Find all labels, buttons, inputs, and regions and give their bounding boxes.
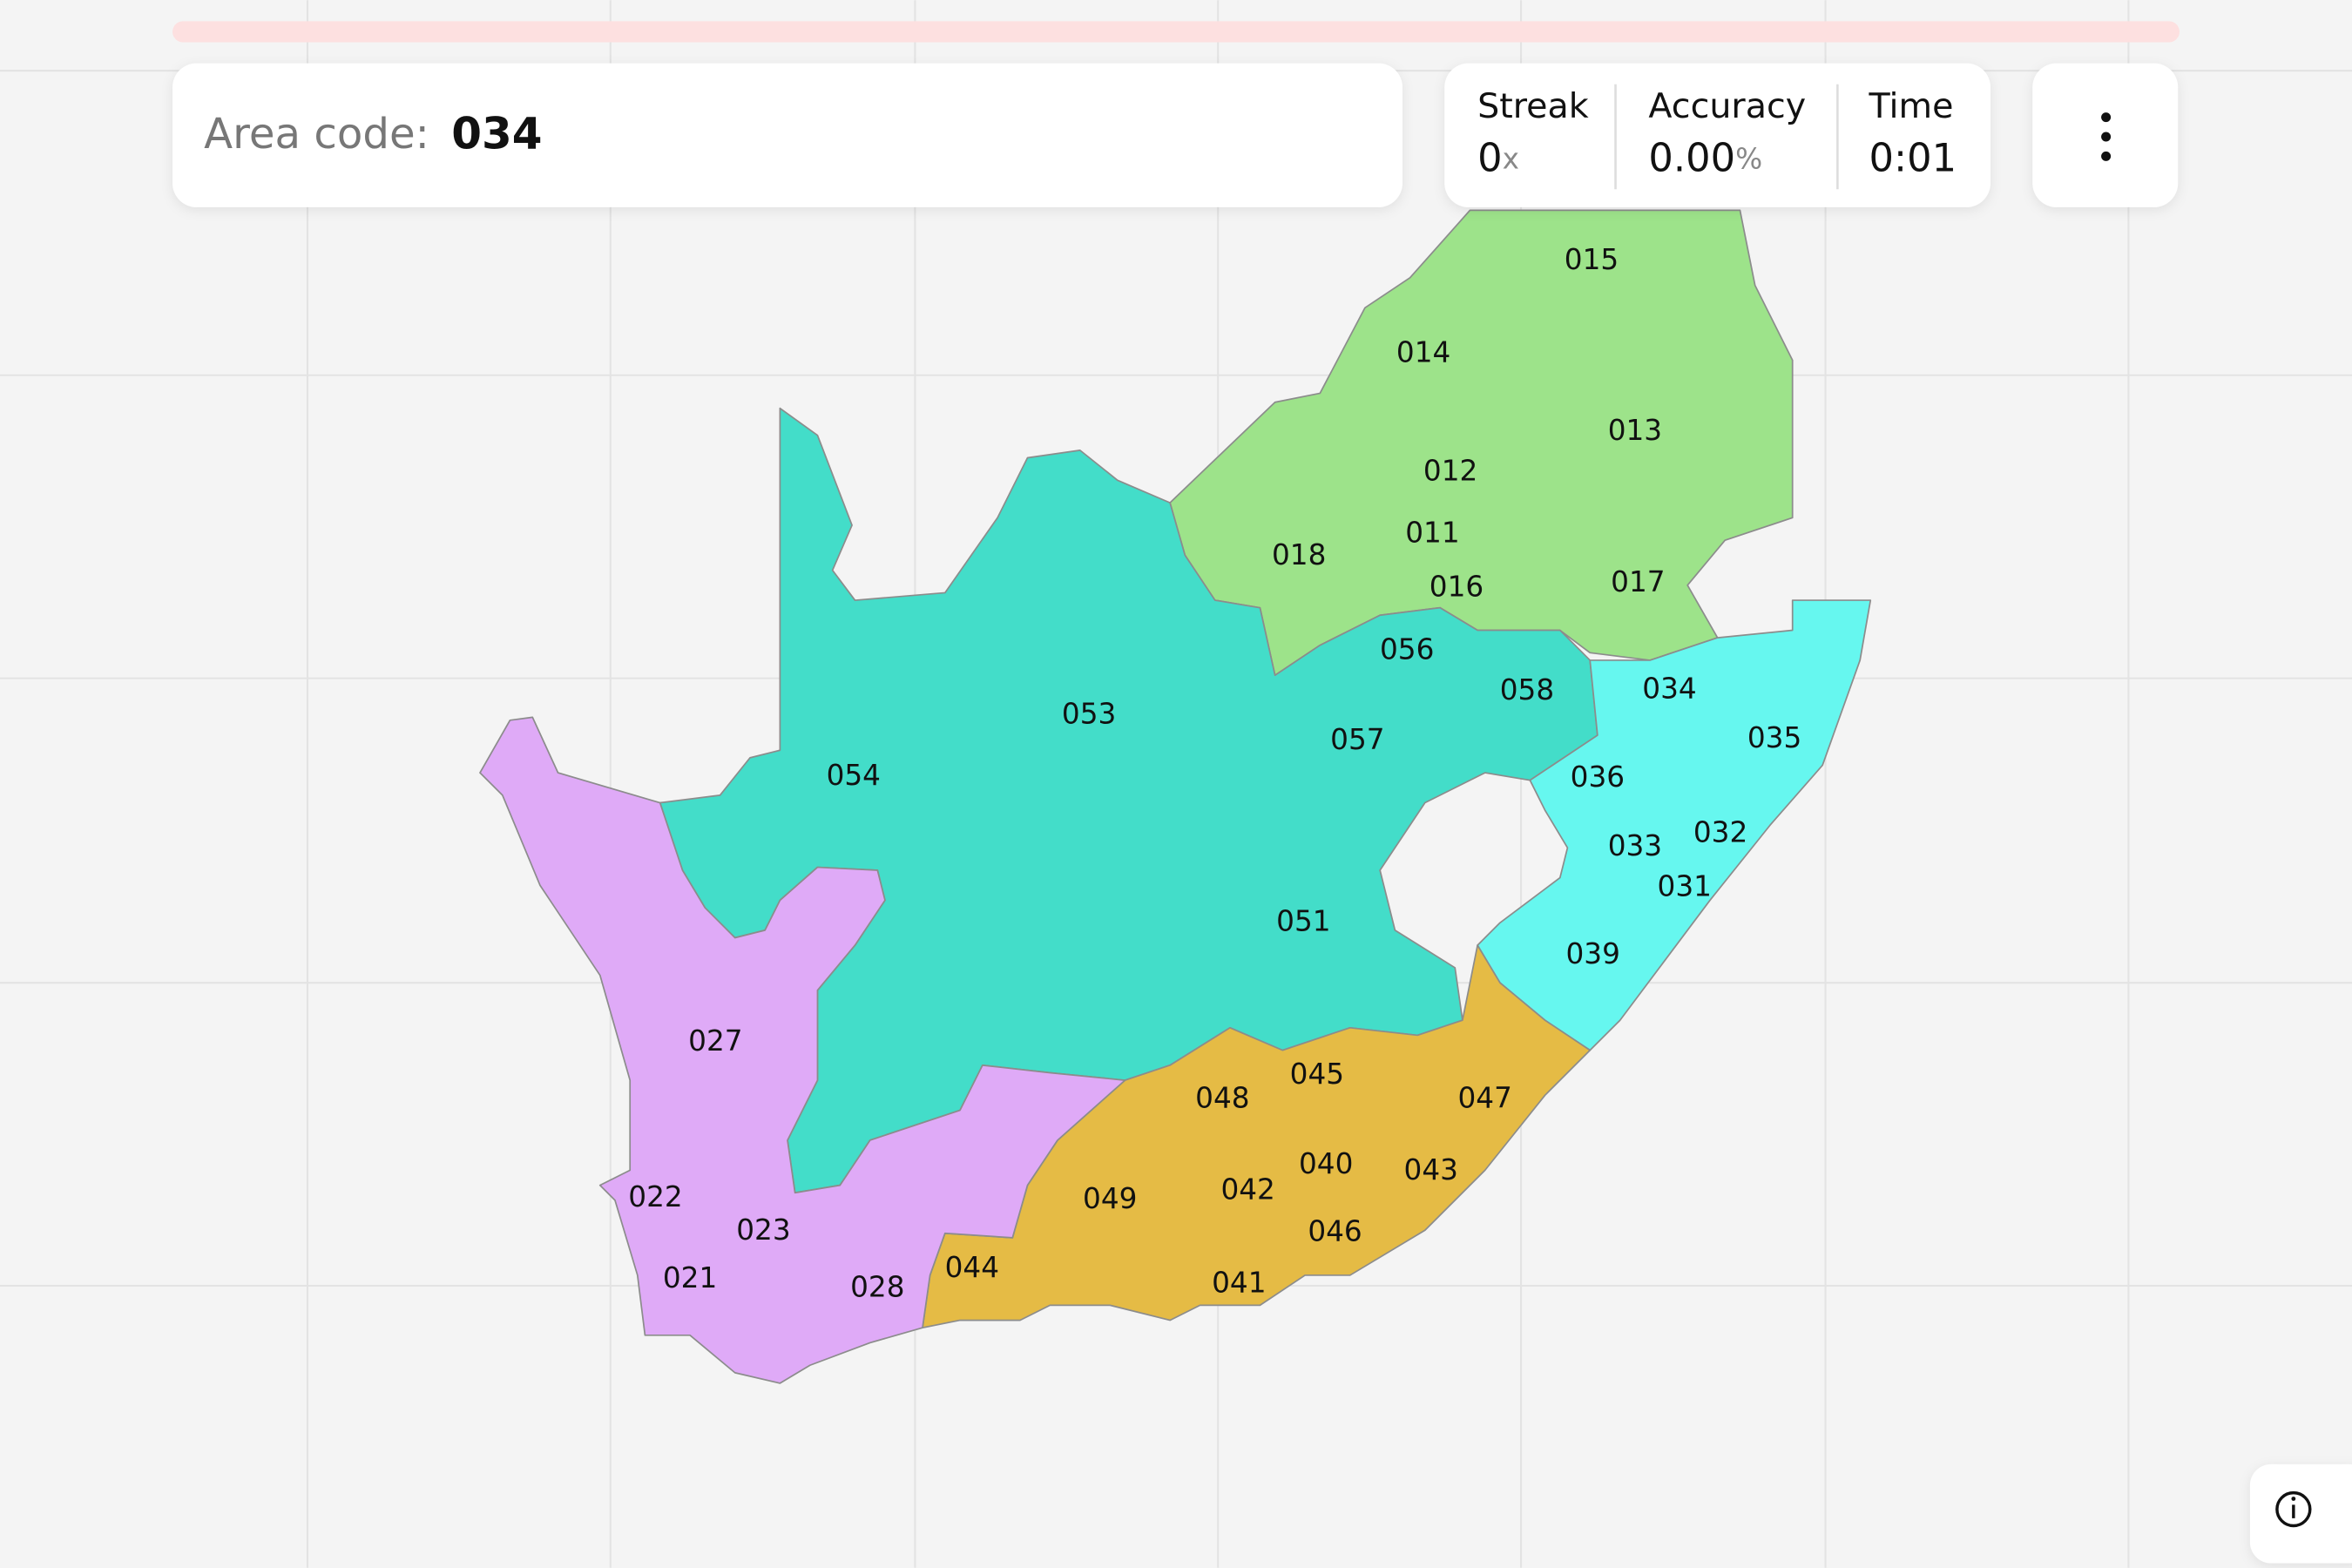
stat-value: 0:01 bbox=[1869, 135, 1957, 181]
map-labels: 015 014 013 012 011 018 016 017 056 058 034 035 057 0… bbox=[628, 243, 1801, 1304]
area-code-label: 012 bbox=[1423, 455, 1477, 488]
area-code-label: 014 bbox=[1396, 336, 1450, 369]
area-code-label: 058 bbox=[1500, 673, 1554, 706]
area-code-label: 035 bbox=[1747, 721, 1801, 754]
area-code-label: 053 bbox=[1062, 698, 1116, 731]
area-code-label: 011 bbox=[1405, 516, 1459, 549]
stat-value: 0x bbox=[1477, 135, 1519, 181]
area-code-label: 043 bbox=[1404, 1153, 1458, 1186]
stat-label: Time bbox=[1869, 86, 1954, 126]
area-code-label: 013 bbox=[1608, 414, 1662, 447]
stat-number: 0.00 bbox=[1648, 135, 1735, 181]
prompt-label: Area code: bbox=[204, 110, 429, 159]
stat-number: 0 bbox=[1477, 135, 1502, 181]
menu-button[interactable] bbox=[2032, 63, 2179, 207]
stat-value: 0.00% bbox=[1648, 135, 1762, 181]
area-code-label: 016 bbox=[1429, 570, 1484, 603]
area-code-label: 039 bbox=[1565, 937, 1619, 970]
area-code-label: 045 bbox=[1290, 1058, 1344, 1091]
area-code-label: 017 bbox=[1611, 565, 1665, 598]
area-code-label: 032 bbox=[1693, 816, 1747, 849]
region-west[interactable] bbox=[479, 716, 1126, 1384]
area-code-label: 022 bbox=[628, 1180, 682, 1213]
area-code-label: 056 bbox=[1380, 633, 1434, 666]
prompt-card: Area code: 034 bbox=[172, 63, 1403, 207]
area-code-label: 046 bbox=[1308, 1215, 1362, 1248]
area-code-label: 034 bbox=[1642, 672, 1696, 705]
area-code-label: 057 bbox=[1330, 723, 1384, 756]
stat-unit: % bbox=[1735, 143, 1762, 176]
area-code-label: 023 bbox=[736, 1213, 790, 1247]
stat-label: Accuracy bbox=[1648, 86, 1806, 126]
region-south-east[interactable] bbox=[922, 944, 1592, 1329]
area-code-label: 028 bbox=[850, 1270, 904, 1303]
area-code-label: 031 bbox=[1658, 870, 1712, 903]
prompt-value: 034 bbox=[451, 108, 542, 159]
region-north-east[interactable] bbox=[1169, 209, 1794, 677]
info-button[interactable] bbox=[2249, 1463, 2352, 1564]
area-code-label: 047 bbox=[1458, 1081, 1512, 1114]
area-code-label: 051 bbox=[1276, 904, 1330, 937]
stat-label: Streak bbox=[1477, 86, 1589, 126]
area-code-label: 054 bbox=[827, 759, 881, 792]
area-code-label: 040 bbox=[1299, 1147, 1353, 1180]
area-code-label: 036 bbox=[1571, 760, 1625, 794]
area-code-label: 033 bbox=[1608, 829, 1662, 862]
area-code-label: 044 bbox=[945, 1251, 999, 1284]
map bbox=[479, 209, 1872, 1384]
area-code-label: 015 bbox=[1565, 243, 1619, 276]
area-code-label: 048 bbox=[1195, 1081, 1249, 1114]
area-code-label: 027 bbox=[688, 1024, 742, 1058]
stats-card: Streak 0x Accuracy 0.00% Time 0:01 bbox=[1444, 63, 1991, 207]
area-code-label: 042 bbox=[1220, 1173, 1274, 1206]
area-code-label: 021 bbox=[663, 1261, 717, 1294]
stat-unit: x bbox=[1503, 143, 1519, 176]
area-code-label: 049 bbox=[1083, 1182, 1137, 1215]
area-code-label: 041 bbox=[1212, 1266, 1266, 1299]
progress-bar bbox=[172, 21, 2180, 43]
area-code-label: 018 bbox=[1272, 538, 1326, 571]
